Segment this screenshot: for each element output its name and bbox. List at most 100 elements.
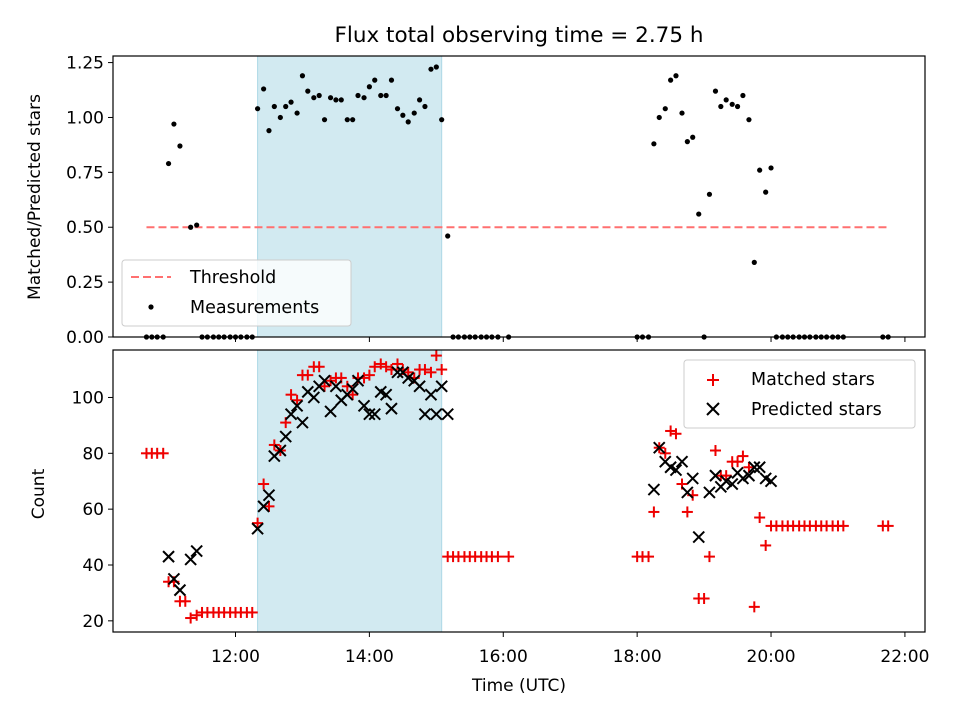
bottom-legend-box — [683, 359, 916, 429]
bottom-y-tick-label: 40 — [82, 556, 104, 576]
measurement-point — [768, 165, 774, 171]
legend-threshold-label: Threshold — [189, 268, 276, 288]
predicted-star-point — [318, 374, 331, 387]
matched-star-point — [709, 445, 721, 457]
measurement-point — [757, 167, 763, 173]
predicted-star-point — [363, 408, 376, 421]
top-legend: Threshold Measurements — [121, 259, 352, 327]
legend-predicted-label: Predicted stars — [751, 400, 882, 420]
top-x-ticks — [235, 337, 906, 342]
measurement-point — [288, 99, 294, 105]
predicted-star-point — [173, 583, 187, 597]
top-y-tick-label: 0.00 — [66, 328, 104, 348]
bottom-y-axis-label: Count — [29, 468, 49, 519]
measurement-point — [271, 103, 277, 110]
predicted-star-point — [647, 483, 661, 496]
measurement-point — [194, 222, 200, 228]
predicted-star-point — [296, 416, 309, 429]
chart-title: Flux total observing time = 2.75 h — [335, 23, 704, 48]
predicted-star-point — [726, 477, 739, 491]
measurement-point — [405, 119, 411, 125]
predicted-star-point — [274, 444, 287, 457]
predicted-star-point — [764, 475, 778, 488]
legend-measurements-label: Measurements — [190, 298, 319, 318]
measurement-point — [299, 73, 306, 79]
measurement-point — [679, 110, 685, 116]
matched-star-point — [363, 369, 375, 381]
predicted-star-point — [346, 382, 359, 396]
measurement-point — [740, 92, 746, 99]
predicted-star-point — [669, 463, 683, 477]
top-y-tick-label: 0.25 — [66, 273, 104, 293]
predicted-star-point — [709, 469, 722, 482]
matched-star-point — [659, 447, 671, 459]
predicted-star-point — [279, 430, 292, 443]
measurement-point — [171, 121, 177, 127]
predicted-star-point — [162, 550, 175, 563]
predicted-star-point — [675, 455, 689, 468]
predicted-star-point — [190, 544, 203, 558]
bottom-y-tick-label: 100 — [72, 388, 104, 408]
measurement-point — [668, 77, 674, 83]
measurement-point — [746, 117, 752, 123]
measurement-point — [333, 97, 339, 103]
measurement-point — [305, 88, 311, 94]
matched-star-point — [291, 394, 303, 406]
measurement-point — [254, 106, 261, 112]
measurement-point — [366, 84, 372, 90]
measurement-point — [706, 191, 713, 197]
measurement-point — [283, 103, 289, 110]
matched-star-point — [347, 389, 359, 401]
predicted-star-point — [257, 500, 270, 513]
measurement-point — [734, 103, 741, 110]
measurement-point — [428, 66, 434, 72]
matched-star-point — [252, 517, 264, 529]
matched-stars-points — [140, 350, 894, 624]
measurement-point — [690, 134, 696, 140]
legend-matched-label: Matched stars — [751, 370, 875, 390]
measurement-point — [416, 97, 423, 103]
predicted-star-point — [357, 399, 371, 413]
top-y-axis-label: Matched/Predicted stars — [25, 94, 45, 300]
predicted-star-point — [748, 461, 761, 474]
top-plot: 0.00 0.25 0.50 0.75 1.00 1.25 Matched/Predict… — [25, 54, 926, 348]
matched-star-point — [760, 539, 772, 551]
matched-star-point — [419, 364, 431, 376]
measurement-point — [712, 88, 719, 94]
predicted-star-point — [379, 388, 393, 401]
matched-star-point — [648, 506, 660, 518]
measurement-point — [321, 117, 328, 123]
matched-star-point — [748, 601, 760, 613]
bottom-y-tick-label: 20 — [82, 612, 104, 632]
measurement-point — [439, 117, 445, 123]
matched-star-point — [698, 592, 710, 604]
bottom-x-tick-label: 16:00 — [479, 647, 528, 667]
top-legend-box — [121, 259, 352, 327]
predicted-star-point — [681, 486, 694, 499]
predicted-star-point — [184, 553, 197, 566]
predicted-star-point — [736, 472, 750, 485]
predicted-star-point — [307, 391, 321, 404]
predicted-star-point — [402, 371, 415, 385]
legend-matched-swatch — [707, 374, 719, 386]
bottom-x-tick-label: 18:00 — [613, 647, 662, 667]
matched-star-point — [425, 366, 437, 378]
measurement-point — [338, 97, 344, 103]
measurement-point — [718, 103, 724, 110]
predicted-star-point — [742, 469, 756, 482]
matched-star-point — [837, 520, 849, 532]
measurement-point — [662, 106, 668, 112]
bottom-plot-frame — [112, 349, 926, 633]
predicted-star-point — [719, 475, 733, 488]
top-plot-frame — [112, 55, 926, 338]
measurement-point — [355, 92, 361, 99]
matched-star-point — [503, 551, 515, 563]
matched-star-point — [285, 389, 297, 401]
matched-star-point — [313, 361, 325, 373]
top-y-tick-label: 0.75 — [66, 163, 104, 183]
matched-star-point — [179, 595, 191, 607]
measurement-point — [266, 128, 272, 134]
measurement-point — [261, 86, 267, 92]
matched-star-point — [492, 551, 504, 563]
